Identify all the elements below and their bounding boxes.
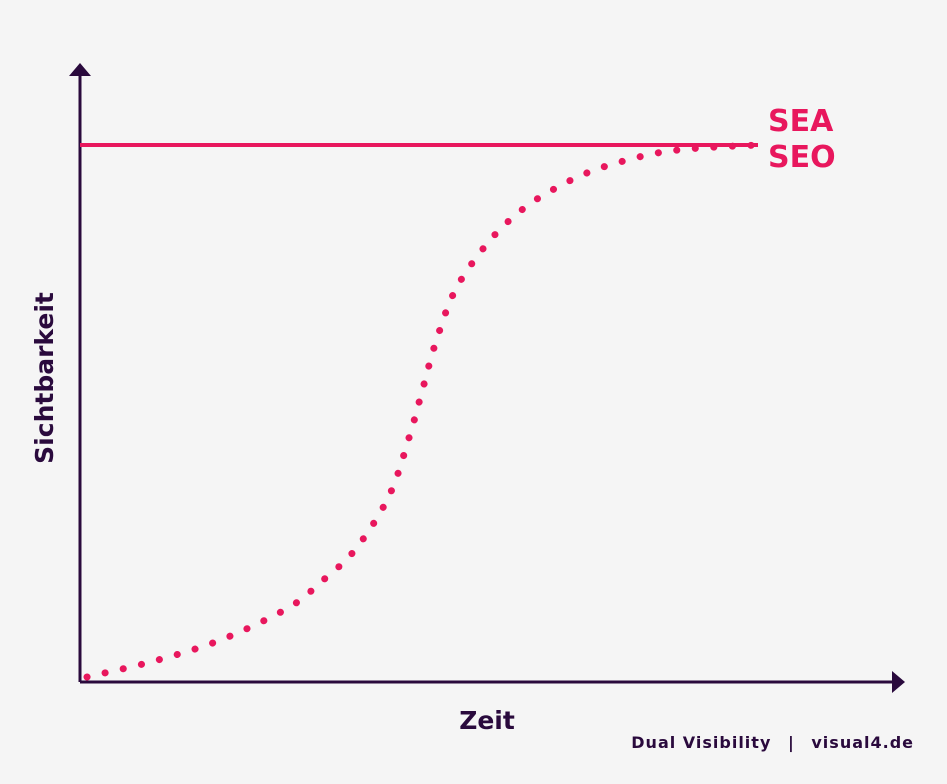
y-axis-arrow-icon [69, 63, 91, 76]
footer-separator: | [787, 733, 795, 752]
series-line-seo [83, 141, 762, 681]
series-label-seo: SEO [768, 140, 836, 175]
x-axis-label: Zeit [459, 706, 515, 735]
footer-site: visual4.de [811, 733, 914, 752]
series-label-sea: SEA [768, 104, 834, 139]
footer-credit: Dual Visibility | visual4.de [631, 733, 914, 752]
series-layer [80, 141, 762, 681]
y-axis-label: Sichtbarkeit [30, 292, 59, 464]
footer-brand: Dual Visibility [631, 733, 772, 752]
x-axis-arrow-icon [892, 671, 905, 693]
